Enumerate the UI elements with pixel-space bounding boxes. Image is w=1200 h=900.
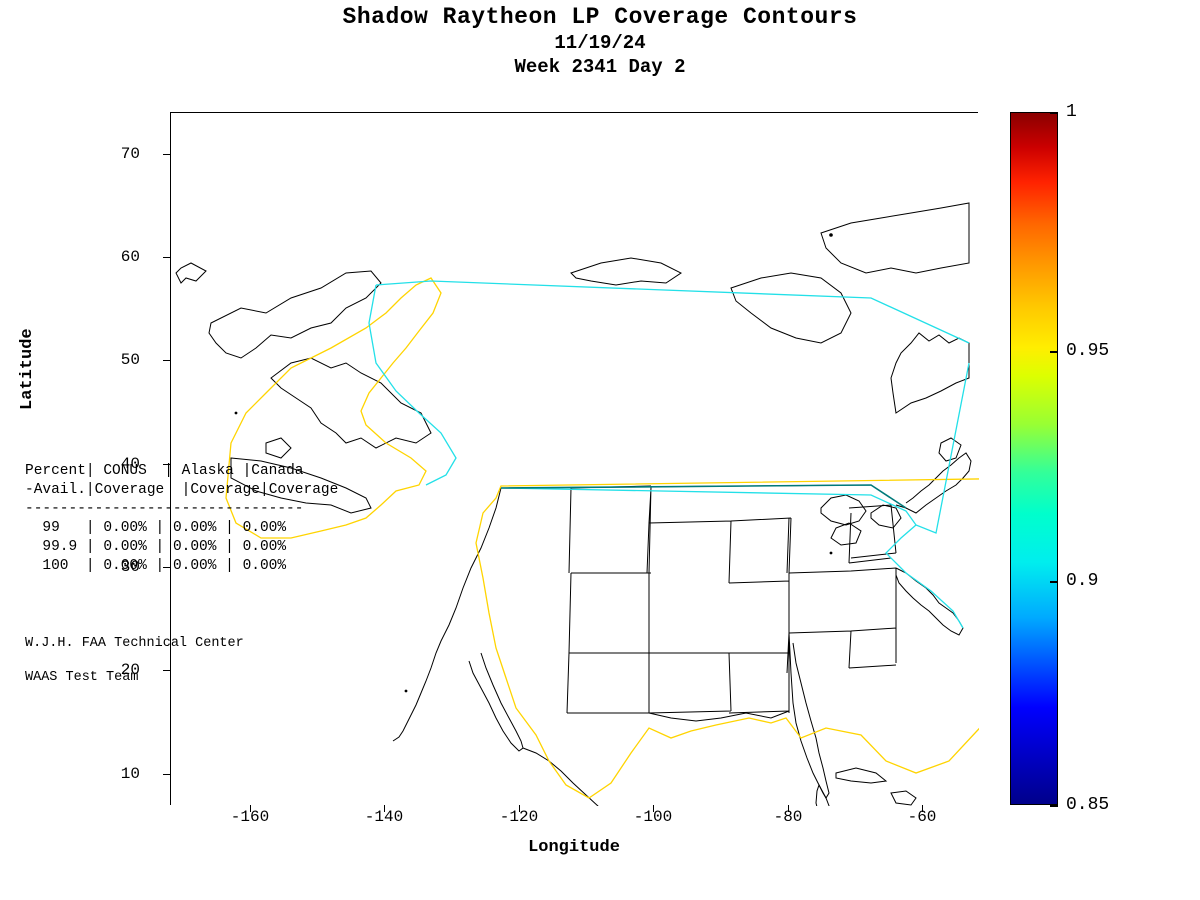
y-tick-label-0: 70 — [95, 145, 140, 163]
legend-header-row2: -Avail.|Coverage |Coverage|Coverage — [25, 482, 338, 498]
y-tick-label-1: 60 — [95, 248, 140, 266]
chart-title-line3: Week 2341 Day 2 — [0, 56, 1200, 78]
attribution-text: W.J.H. FAA Technical Center WAAS Test Te… — [25, 618, 244, 703]
cb-tick-mark-min — [1050, 805, 1058, 807]
legend-row-0: 99 | 0.00% | 0.00% | 0.00% — [25, 520, 286, 536]
colorbar-widget[interactable]: 1 0.95 0.9 0.85 — [1010, 112, 1058, 805]
y-tick-mark — [163, 154, 170, 155]
x-tick-label-4: -80 — [774, 808, 803, 826]
y-axis-title: Latitude — [18, 390, 138, 410]
y-tick-label-2: 50 — [95, 351, 140, 369]
chart-title-block: Shadow Raytheon LP Coverage Contours 11/… — [0, 4, 1200, 78]
legend-divider: -------------------------------- — [25, 501, 303, 517]
chart-title-line1: Shadow Raytheon LP Coverage Contours — [0, 4, 1200, 30]
y-tick-mark — [163, 360, 170, 361]
x-tick-label-1: -140 — [365, 808, 403, 826]
x-tick-label-3: -100 — [634, 808, 672, 826]
cb-tick-mark-95 — [1050, 351, 1058, 353]
cb-label-90: 0.9 — [1066, 571, 1098, 591]
legend-header-row1: Percent| CONUS | Alaska |Canada — [25, 463, 304, 479]
legend-row-1: 99.9 | 0.00% | 0.00% | 0.00% — [25, 539, 286, 555]
y-tick-label-6: 10 — [95, 765, 140, 783]
cb-label-max: 1 — [1066, 102, 1077, 122]
legend-row-2: 100 | 0.00% | 0.00% | 0.00% — [25, 558, 286, 574]
chart-title-line2: 11/19/24 — [0, 32, 1200, 54]
y-tick-mark — [163, 774, 170, 775]
chart-page: { "title": { "line1": "Shadow Raytheon L… — [0, 0, 1200, 900]
x-tick-label-5: -60 — [908, 808, 937, 826]
x-tick-label-2: -120 — [500, 808, 538, 826]
cb-tick-mark-90 — [1050, 581, 1058, 583]
x-axis-title: Longitude — [170, 838, 978, 857]
cb-tick-mark-top — [1050, 112, 1058, 114]
x-tick-label-0: -160 — [231, 808, 269, 826]
coverage-legend-table: Percent| CONUS | Alaska |Canada -Avail.|… — [25, 443, 338, 576]
y-tick-mark — [163, 257, 170, 258]
colorbar-gradient — [1010, 112, 1058, 805]
cb-label-min: 0.85 — [1066, 795, 1109, 815]
cb-label-95: 0.95 — [1066, 341, 1109, 361]
